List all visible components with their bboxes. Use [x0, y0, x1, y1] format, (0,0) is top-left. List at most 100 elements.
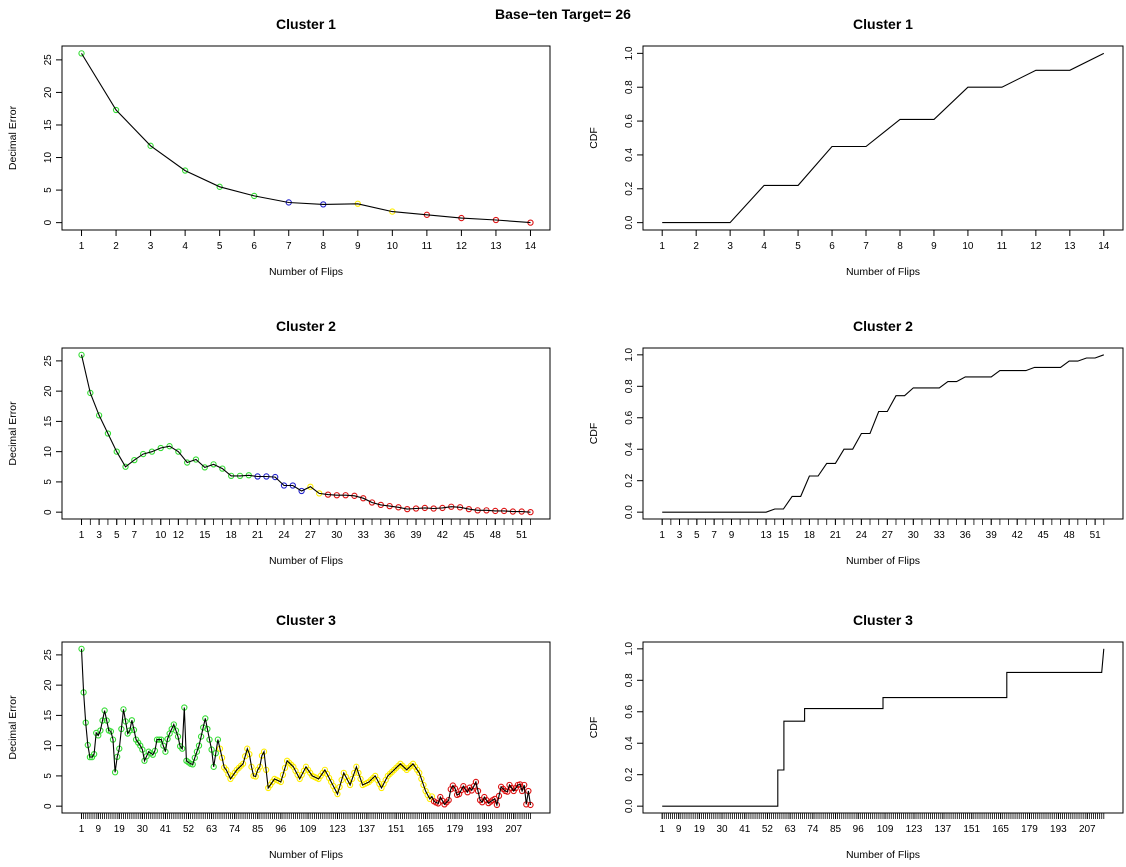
y-tick-label: 0.2 — [624, 473, 635, 487]
x-tick-label: 19 — [114, 824, 126, 835]
x-tick-label: 4 — [182, 241, 188, 252]
x-tick-label: 7 — [286, 241, 292, 252]
y-tick-label: 20 — [43, 679, 54, 691]
data-point — [307, 483, 314, 490]
y-tick-label: 5 — [43, 479, 54, 485]
y-tick-label: 0.4 — [624, 442, 635, 456]
plot-frame — [61, 347, 551, 520]
x-axis-label: Number of Flips — [846, 266, 920, 278]
plot-frame — [61, 45, 551, 231]
y-axis-label: CDF — [588, 717, 600, 739]
data-point — [113, 448, 120, 455]
y-tick-label: 25 — [43, 649, 54, 661]
series-line — [81, 53, 531, 224]
data-point — [336, 783, 343, 791]
x-tick-label: 7 — [132, 530, 138, 541]
data-point — [189, 761, 196, 768]
y-tick-label: 10 — [43, 152, 54, 164]
plot-frame — [642, 641, 1124, 814]
x-tick-label: 33 — [358, 530, 370, 541]
y-tick-label: 5 — [43, 773, 54, 779]
x-tick-label: 30 — [137, 824, 149, 835]
x-tick-label: 123 — [329, 824, 346, 835]
x-tick-label: 24 — [856, 530, 868, 541]
x-axis-label: Number of Flips — [846, 849, 920, 861]
x-tick-label: 30 — [716, 824, 728, 835]
data-point — [131, 456, 138, 464]
data-point — [277, 778, 284, 786]
x-tick-label: 39 — [986, 530, 998, 541]
data-point — [493, 801, 501, 809]
panel-title: Cluster 1 — [276, 16, 336, 32]
x-tick-label: 52 — [762, 824, 774, 835]
x-axis-label: Number of Flips — [846, 555, 920, 567]
x-tick-label: 10 — [155, 530, 167, 541]
data-point — [360, 495, 367, 502]
y-axis-label: CDF — [588, 423, 600, 445]
data-point — [148, 448, 156, 455]
data-point — [338, 776, 345, 784]
series-line — [662, 648, 1105, 807]
y-tick-label: 10 — [43, 740, 54, 752]
data-point — [192, 456, 200, 463]
data-point — [184, 459, 191, 466]
x-tick-label: 42 — [1012, 530, 1024, 541]
data-point — [353, 763, 360, 770]
x-tick-label: 41 — [739, 824, 751, 835]
y-tick-label: 0 — [43, 219, 54, 225]
x-tick-label: 15 — [199, 530, 211, 541]
x-tick-label: 4 — [761, 241, 767, 252]
y-tick-label: 5 — [43, 187, 54, 193]
x-tick-label: 1 — [659, 530, 665, 541]
x-tick-label: 9 — [355, 241, 361, 252]
y-tick-label: 25 — [43, 54, 54, 66]
x-tick-label: 15 — [778, 530, 790, 541]
y-tick-label: 20 — [43, 385, 54, 397]
data-point — [279, 771, 287, 779]
x-tick-label: 9 — [931, 241, 937, 252]
x-tick-label: 2 — [113, 241, 119, 252]
y-tick-label: 0.4 — [624, 148, 635, 162]
x-tick-label: 12 — [1030, 241, 1042, 252]
data-point — [216, 183, 223, 190]
x-tick-label: 179 — [447, 824, 464, 835]
x-tick-label: 3 — [727, 241, 733, 252]
x-axis-label: Number of Flips — [269, 555, 343, 567]
x-tick-label: 63 — [785, 824, 797, 835]
x-tick-label: 165 — [992, 824, 1009, 835]
x-tick-label: 24 — [278, 530, 290, 541]
y-tick-label: 0 — [43, 803, 54, 809]
x-tick-label: 13 — [761, 530, 773, 541]
x-tick-label: 13 — [490, 241, 502, 252]
data-point — [516, 781, 524, 788]
y-tick-label: 15 — [43, 415, 54, 427]
x-axis-label: Number of Flips — [269, 849, 343, 861]
y-axis-label: Decimal Error — [7, 695, 19, 760]
x-tick-label: 33 — [934, 530, 946, 541]
data-point — [351, 769, 358, 777]
x-tick-label: 109 — [300, 824, 317, 835]
y-tick-label: 0.2 — [624, 181, 635, 195]
x-tick-label: 165 — [417, 824, 434, 835]
data-point — [420, 781, 427, 789]
y-tick-label: 0.0 — [624, 505, 635, 519]
figure-title: Base−ten Target= 26 — [495, 6, 631, 22]
data-point — [172, 727, 180, 734]
x-tick-label: 5 — [795, 241, 801, 252]
y-axis-label: CDF — [588, 127, 600, 149]
x-tick-label: 8 — [320, 241, 326, 252]
x-tick-label: 109 — [877, 824, 894, 835]
x-tick-label: 3 — [677, 530, 683, 541]
data-point — [78, 50, 85, 57]
x-tick-label: 9 — [729, 530, 735, 541]
y-tick-label: 0.0 — [624, 215, 635, 229]
y-tick-label: 15 — [43, 119, 54, 131]
data-point — [104, 430, 112, 437]
x-tick-label: 96 — [275, 824, 287, 835]
x-tick-label: 74 — [229, 824, 241, 835]
y-axis-label: Decimal Error — [7, 401, 19, 466]
chart-panel-6: Cluster 3 Number of Flips CDF 1 9 19 30 41 52 63 7… — [588, 612, 1124, 861]
x-tick-label: 11 — [997, 241, 1008, 252]
